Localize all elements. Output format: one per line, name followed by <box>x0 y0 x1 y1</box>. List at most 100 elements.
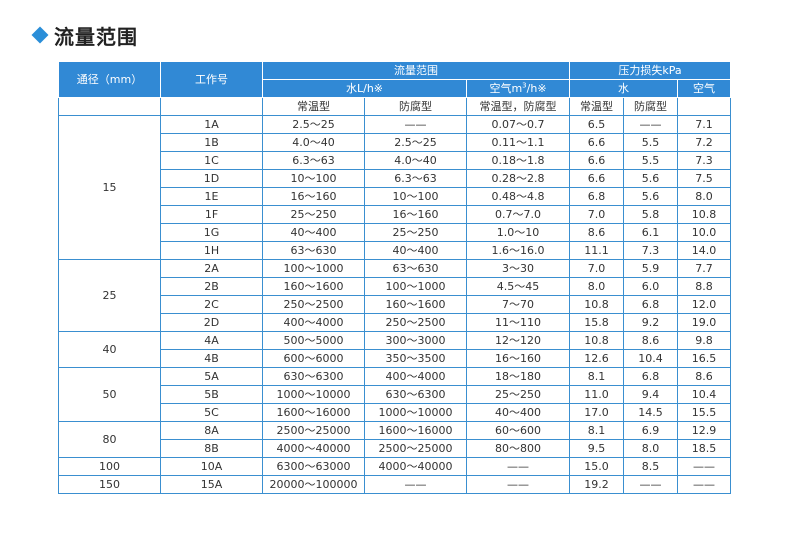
air-flow-cell: 0.11～1.1 <box>466 133 570 152</box>
table-row: 150 15A 20000～100000 —— —— 19.2 —— —— <box>58 475 731 494</box>
header-diameter: 通径（mm） <box>58 61 161 98</box>
water-anticorrosion-cell: 630～6300 <box>364 385 467 404</box>
loss-anticorrosion-cell: 7.3 <box>623 241 678 260</box>
water-anticorrosion-cell: 4.0～40 <box>364 151 467 170</box>
loss-normal-cell: 11.1 <box>569 241 624 260</box>
work-no-cell: 1E <box>160 187 263 206</box>
water-anticorrosion-cell: 4000～40000 <box>364 457 467 476</box>
loss-air-cell: —— <box>677 475 731 494</box>
air-flow-cell: 1.6～16.0 <box>466 241 570 260</box>
water-anticorrosion-cell: 16～160 <box>364 205 467 224</box>
air-flow-cell: 0.48～4.8 <box>466 187 570 206</box>
air-flow-cell: 1.0～10 <box>466 223 570 242</box>
diamond-icon <box>31 26 49 44</box>
loss-anticorrosion-cell: 5.6 <box>623 187 678 206</box>
loss-normal-cell: 9.5 <box>569 439 624 458</box>
loss-air-cell: 8.8 <box>677 277 731 296</box>
loss-anticorrosion-cell: 5.5 <box>623 151 678 170</box>
loss-anticorrosion-cell: —— <box>623 115 678 134</box>
water-normal-cell: 40～400 <box>262 223 365 242</box>
water-normal-cell: 2.5～25 <box>262 115 365 134</box>
water-anticorrosion-cell: 2500～25000 <box>364 439 467 458</box>
diameter-cell: 80 <box>58 421 161 458</box>
loss-air-cell: 8.6 <box>677 367 731 386</box>
water-anticorrosion-cell: 25～250 <box>364 223 467 242</box>
table-row: 1C 6.3～63 4.0～40 0.18～1.8 6.6 5.5 7.3 <box>59 151 731 170</box>
water-normal-cell: 400～4000 <box>262 313 365 332</box>
table-row: 50 5A 630～6300 400～4000 18～180 8.1 6.8 8.6 <box>58 367 731 422</box>
loss-air-cell: 8.0 <box>677 187 731 206</box>
loss-air-cell: 7.2 <box>677 133 731 152</box>
loss-normal-cell: 7.0 <box>569 205 624 224</box>
loss-anticorrosion-cell: —— <box>623 475 678 494</box>
table-row: 1D 10～100 6.3～63 0.28～2.8 6.6 5.6 7.5 <box>59 169 731 188</box>
loss-anticorrosion-cell: 8.0 <box>623 439 678 458</box>
loss-normal-cell: 8.0 <box>569 277 624 296</box>
work-no-cell: 15A <box>160 475 263 494</box>
loss-anticorrosion-cell: 9.2 <box>623 313 678 332</box>
loss-normal-cell: 8.1 <box>569 421 624 440</box>
loss-normal-cell: 6.6 <box>569 169 624 188</box>
work-no-cell: 5C <box>160 403 263 422</box>
loss-normal-cell: 6.6 <box>569 151 624 170</box>
air-flow-cell: 7～70 <box>466 295 570 314</box>
water-normal-cell: 6.3～63 <box>262 151 365 170</box>
loss-normal-cell: 6.8 <box>569 187 624 206</box>
work-no-cell: 2A <box>160 259 263 278</box>
loss-anticorrosion-cell: 8.6 <box>623 331 678 350</box>
table-row: 1E 16～160 10～100 0.48～4.8 6.8 5.6 8.0 <box>59 187 731 206</box>
water-normal-cell: 160～1600 <box>262 277 365 296</box>
header-loss-normal: 常温型 <box>569 97 624 116</box>
page-title: 流量范围 <box>54 24 138 49</box>
water-normal-cell: 100～1000 <box>262 259 365 278</box>
work-no-cell: 1D <box>160 169 263 188</box>
water-anticorrosion-cell: 40～400 <box>364 241 467 260</box>
header-water-anticorrosion: 防腐型 <box>364 97 467 116</box>
table-row: 2D 400～4000 250～2500 11～110 15.8 9.2 19.0 <box>59 313 731 332</box>
loss-anticorrosion-cell: 6.8 <box>623 367 678 386</box>
loss-anticorrosion-cell: 9.4 <box>623 385 678 404</box>
air-flow-cell: 18～180 <box>466 367 570 386</box>
water-anticorrosion-cell: 2.5～25 <box>364 133 467 152</box>
loss-air-cell: 12.0 <box>677 295 731 314</box>
table-row: 1B 4.0～40 2.5～25 0.11～1.1 6.6 5.5 7.2 <box>59 133 731 152</box>
work-no-cell: 5A <box>160 367 263 386</box>
work-no-cell: 10A <box>160 457 263 476</box>
table-row: 15 1A 2.5～25 —— 0.07～0.7 6.5 —— 7.1 <box>58 115 731 260</box>
flow-range-table: 通径（mm） 工作号 流量范围 压力损失kPa 水L/h※ 空气m3/h※ 水 … <box>58 61 731 494</box>
loss-air-cell: 12.9 <box>677 421 731 440</box>
water-anticorrosion-cell: 6.3～63 <box>364 169 467 188</box>
table-row: 40 4A 500～5000 300～3000 12～120 10.8 8.6 9.8 <box>58 331 731 368</box>
header-air-flow: 空气m3/h※ <box>466 79 570 98</box>
air-flow-cell: 12～120 <box>466 331 570 350</box>
header-flow-range: 流量范围 <box>262 61 570 80</box>
table-row: 8B 4000～40000 2500～25000 80～800 9.5 8.0 18.5 <box>59 439 731 458</box>
loss-anticorrosion-cell: 10.4 <box>623 349 678 368</box>
header-water-loss: 水 <box>569 79 678 98</box>
loss-air-cell: 18.5 <box>677 439 731 458</box>
air-flow-cell: 0.07～0.7 <box>466 115 570 134</box>
header-blank-work-no <box>160 97 263 116</box>
water-normal-cell: 25～250 <box>262 205 365 224</box>
loss-normal-cell: 19.2 <box>569 475 624 494</box>
air-flow-cell: 0.7～7.0 <box>466 205 570 224</box>
loss-normal-cell: 12.6 <box>569 349 624 368</box>
water-anticorrosion-cell: —— <box>364 475 467 494</box>
air-flow-cell: 0.28～2.8 <box>466 169 570 188</box>
header-work-no: 工作号 <box>160 61 263 98</box>
water-normal-cell: 4000～40000 <box>262 439 365 458</box>
loss-normal-cell: 6.6 <box>569 133 624 152</box>
header-water-normal: 常温型 <box>262 97 365 116</box>
loss-air-cell: 19.0 <box>677 313 731 332</box>
water-anticorrosion-cell: 300～3000 <box>364 331 467 350</box>
loss-air-cell: 9.8 <box>677 331 731 350</box>
loss-normal-cell: 8.6 <box>569 223 624 242</box>
loss-normal-cell: 15.8 <box>569 313 624 332</box>
table-row: 1H 63～630 40～400 1.6～16.0 11.1 7.3 14.0 <box>59 241 731 260</box>
loss-normal-cell: 7.0 <box>569 259 624 278</box>
water-normal-cell: 6300～63000 <box>262 457 365 476</box>
diameter-cell: 100 <box>58 457 161 476</box>
water-normal-cell: 16～160 <box>262 187 365 206</box>
water-anticorrosion-cell: 63～630 <box>364 259 467 278</box>
work-no-cell: 4B <box>160 349 263 368</box>
